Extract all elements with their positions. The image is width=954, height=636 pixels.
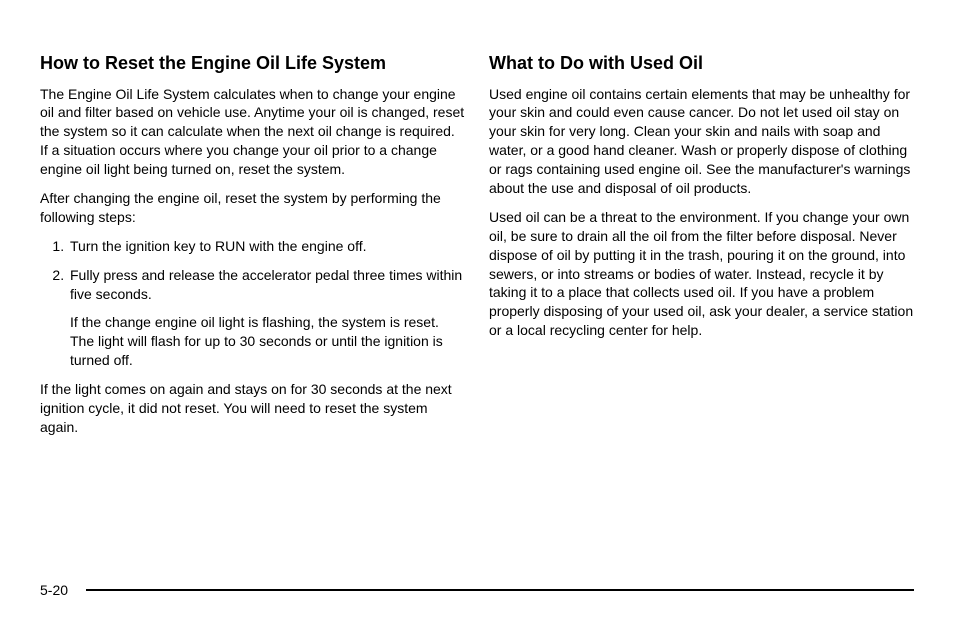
step-2-sub: If the change engine oil light is flashi… [70,313,465,370]
reset-steps-list: Turn the ignition key to RUN with the en… [40,237,465,370]
page-footer: 5-20 [40,582,914,598]
left-para-2: After changing the engine oil, reset the… [40,189,465,227]
left-para-1: The Engine Oil Life System calculates wh… [40,85,465,179]
right-column: What to Do with Used Oil Used engine oil… [489,52,914,636]
step-2-text: Fully press and release the accelerator … [70,267,462,302]
left-para-3: If the light comes on again and stays on… [40,380,465,437]
footer-rule [86,589,914,591]
step-2: Fully press and release the accelerator … [68,266,465,370]
right-para-1: Used engine oil contains certain element… [489,85,914,198]
page-number: 5-20 [40,582,86,598]
page-content: How to Reset the Engine Oil Life System … [0,0,954,636]
left-heading: How to Reset the Engine Oil Life System [40,52,465,75]
left-column: How to Reset the Engine Oil Life System … [40,52,465,636]
right-para-2: Used oil can be a threat to the environm… [489,208,914,340]
right-heading: What to Do with Used Oil [489,52,914,75]
step-1: Turn the ignition key to RUN with the en… [68,237,465,256]
